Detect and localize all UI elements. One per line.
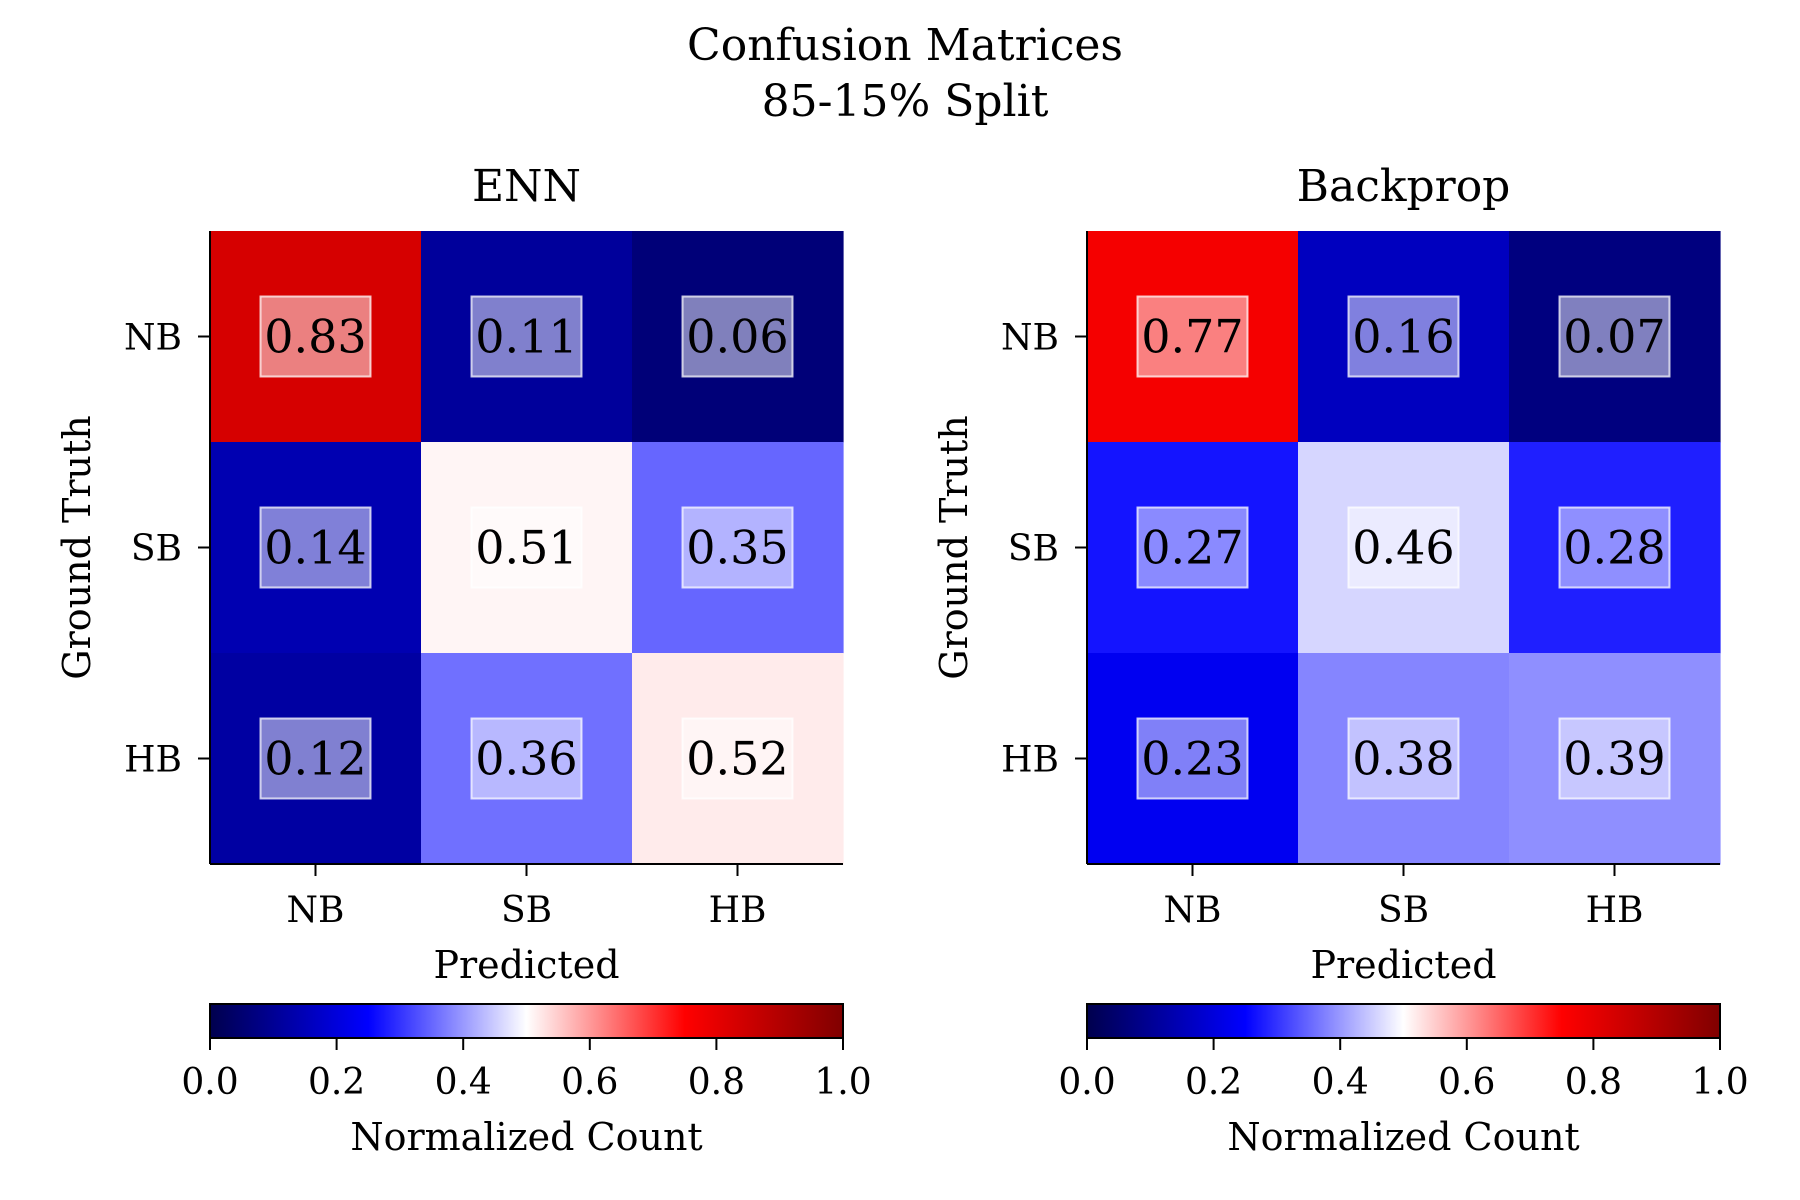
y-tick-label: HB (1001, 740, 1059, 781)
colorbar (1086, 1003, 1721, 1039)
y-tick-label: HB (124, 740, 182, 781)
y-tick-label: NB (124, 318, 182, 359)
cell-label-box (1136, 717, 1249, 800)
cell-value-label: 0.35 (686, 521, 788, 575)
colorbar (209, 1003, 844, 1039)
cell-value-label: 0.28 (1563, 521, 1665, 575)
panel-title: Backprop (1297, 161, 1511, 212)
x-tick-label: SB (1378, 890, 1429, 931)
colorbar-label: Normalized Count (350, 1115, 702, 1159)
cell-value-label: 0.51 (475, 521, 577, 575)
figure-title-line-1: Confusion Matrices (687, 20, 1123, 71)
cell-value-label: 0.38 (1352, 732, 1454, 786)
cell-label-box (681, 717, 794, 800)
cell-label-box (1136, 506, 1249, 589)
cell-label-box (1558, 717, 1671, 800)
colorbar-tick-label: 0.4 (435, 1062, 492, 1103)
cell-value-label: 0.06 (686, 310, 788, 364)
cell-label-box (259, 717, 372, 800)
confusion-matrix-panel: Backprop 0.77 0.16 0.07 0.27 0.46 0.28 0.23 0.38… (932, 161, 1749, 1159)
colorbar-tick-label: 0.8 (688, 1062, 745, 1103)
colorbar-tick-label: 0.2 (1185, 1062, 1242, 1103)
cell-value-label: 0.83 (264, 310, 366, 364)
cell-value-label: 0.07 (1563, 310, 1665, 364)
cell-label-box (1136, 295, 1249, 378)
colorbar-tick-label: 0.0 (1058, 1062, 1115, 1103)
cell-value-label: 0.27 (1141, 521, 1243, 575)
x-tick-label: HB (709, 890, 767, 931)
cell-label-box (259, 506, 372, 589)
colorbar-tick-label: 0.6 (561, 1062, 618, 1103)
panel-title: ENN (472, 161, 581, 212)
x-tick-label: SB (501, 890, 552, 931)
cell-label-box (1347, 506, 1460, 589)
cell-value-label: 0.77 (1141, 310, 1243, 364)
y-axis-label: Ground Truth (932, 415, 976, 679)
colorbar-tick-label: 0.6 (1438, 1062, 1495, 1103)
colorbar-tick-label: 0.2 (308, 1062, 365, 1103)
y-tick-label: SB (131, 529, 182, 570)
cell-label-box (470, 717, 583, 800)
cell-value-label: 0.23 (1141, 732, 1243, 786)
colorbar-label: Normalized Count (1227, 1115, 1579, 1159)
colorbar-tick-label: 0.8 (1565, 1062, 1622, 1103)
confusion-matrix-panel: ENN 0.83 0.11 0.06 0.14 0.51 0.35 0.12 0.36 0.52 N… (55, 161, 872, 1159)
cell-value-label: 0.36 (475, 732, 577, 786)
cell-label-box (1558, 295, 1671, 378)
cell-label-box (259, 295, 372, 378)
cell-value-label: 0.12 (264, 732, 366, 786)
colorbar-tick-label: 0.4 (1312, 1062, 1369, 1103)
figure-title-line-2: 85-15% Split (762, 76, 1049, 127)
colorbar-tick-label: 1.0 (814, 1062, 871, 1103)
cell-value-label: 0.11 (475, 310, 577, 364)
cell-label-box (681, 295, 794, 378)
cell-value-label: 0.52 (686, 732, 788, 786)
cell-value-label: 0.46 (1352, 521, 1454, 575)
y-axis-label: Ground Truth (55, 415, 99, 679)
cell-label-box (681, 506, 794, 589)
cell-label-box (1558, 506, 1671, 589)
x-tick-label: NB (1164, 890, 1222, 931)
cell-label-box (1347, 295, 1460, 378)
cell-value-label: 0.39 (1563, 732, 1665, 786)
y-tick-label: SB (1008, 529, 1059, 570)
x-axis-label: Predicted (433, 943, 619, 987)
x-axis-label: Predicted (1310, 943, 1496, 987)
cell-label-box (1347, 717, 1460, 800)
cell-value-label: 0.16 (1352, 310, 1454, 364)
x-tick-label: NB (287, 890, 345, 931)
colorbar-tick-label: 1.0 (1691, 1062, 1748, 1103)
y-tick-label: NB (1001, 318, 1059, 359)
x-tick-label: HB (1586, 890, 1644, 931)
cell-label-box (470, 506, 583, 589)
cell-value-label: 0.14 (264, 521, 366, 575)
cell-label-box (470, 295, 583, 378)
colorbar-tick-label: 0.0 (181, 1062, 238, 1103)
